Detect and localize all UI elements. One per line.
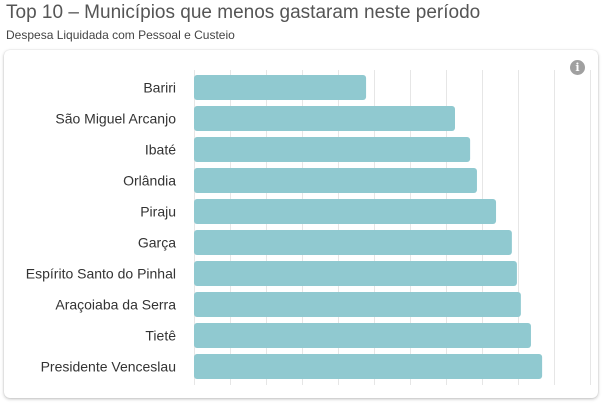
category-label: Espírito Santo do Pinhal (26, 266, 176, 282)
category-label: Orlândia (123, 173, 176, 189)
bar-3[interactable] (194, 168, 477, 193)
chart-title: Top 10 – Municípios que menos gastaram n… (6, 2, 481, 23)
bar-6[interactable] (194, 261, 517, 286)
bars (194, 75, 543, 379)
category-label: Tietê (145, 328, 176, 344)
bar-2[interactable] (194, 137, 471, 162)
bar-8[interactable] (194, 323, 531, 348)
category-label: Bariri (143, 80, 176, 96)
bar-5[interactable] (194, 230, 512, 255)
category-label: Ibaté (145, 142, 176, 158)
category-label: Presidente Venceslau (41, 359, 176, 375)
bar-4[interactable] (194, 199, 497, 224)
category-label: Garça (138, 235, 176, 251)
category-label: São Miguel Arcanjo (55, 111, 176, 127)
category-labels: Bariri São Miguel Arcanjo Ibaté Orlândia Pir… (26, 80, 176, 375)
bar-1[interactable] (194, 106, 455, 131)
chart-subtitle: Despesa Liquidada com Pessoal e Custeio (6, 28, 235, 42)
bar-7[interactable] (194, 292, 521, 317)
bar-9[interactable] (194, 354, 543, 379)
category-label: Araçoiaba da Serra (55, 297, 176, 313)
category-label: Piraju (140, 204, 176, 220)
bar-0[interactable] (194, 75, 367, 100)
info-icon[interactable]: i (570, 60, 585, 75)
